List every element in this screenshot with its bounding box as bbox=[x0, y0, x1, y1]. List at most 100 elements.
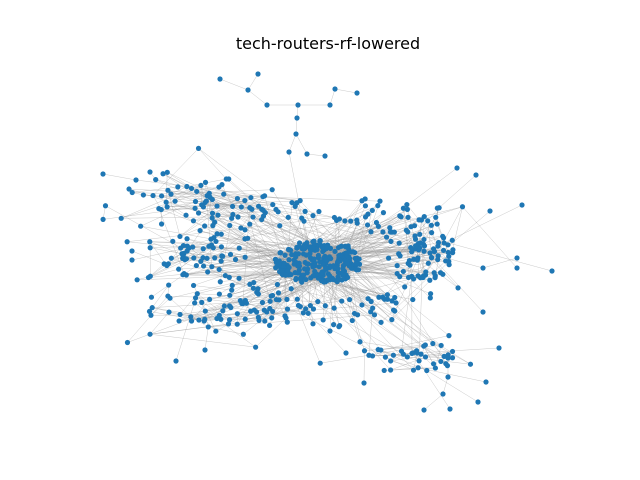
graph-node bbox=[343, 350, 349, 356]
graph-node bbox=[158, 221, 165, 227]
graph-node bbox=[218, 258, 224, 264]
graph-node bbox=[177, 233, 183, 240]
graph-node bbox=[218, 231, 224, 237]
graph-edge bbox=[356, 234, 420, 265]
graph-node bbox=[216, 291, 222, 297]
graph-edge bbox=[219, 269, 342, 302]
graph-node bbox=[322, 303, 328, 309]
graph-node bbox=[387, 229, 393, 235]
graph-node bbox=[164, 204, 170, 210]
graph-node bbox=[180, 255, 186, 262]
graph-node bbox=[202, 223, 208, 229]
graph-node bbox=[153, 177, 159, 183]
graph-node bbox=[334, 265, 341, 271]
graph-node bbox=[288, 286, 294, 292]
graph-node bbox=[248, 194, 254, 201]
graph-node bbox=[284, 296, 290, 302]
graph-node bbox=[320, 248, 326, 255]
graph-node bbox=[342, 218, 348, 224]
graph-node bbox=[303, 252, 309, 258]
graph-node bbox=[310, 306, 317, 312]
graph-node bbox=[129, 189, 135, 196]
graph-edge bbox=[202, 246, 222, 258]
graph-node bbox=[202, 316, 208, 322]
graph-node bbox=[408, 244, 414, 251]
graph-node bbox=[303, 306, 309, 312]
graph-edge bbox=[423, 393, 444, 411]
graph-node bbox=[197, 227, 203, 234]
graph-node bbox=[402, 284, 408, 290]
graph-node bbox=[213, 238, 219, 245]
graph-edge bbox=[183, 245, 281, 254]
graph-node bbox=[284, 306, 291, 312]
graph-node bbox=[394, 263, 400, 269]
graph-node bbox=[380, 229, 386, 235]
graph-node bbox=[217, 279, 223, 285]
graph-node bbox=[259, 299, 266, 306]
graph-node bbox=[294, 296, 300, 302]
graph-edge bbox=[237, 311, 267, 325]
graph-node bbox=[295, 270, 301, 276]
graph-edge bbox=[203, 265, 386, 358]
graph-edge bbox=[132, 186, 178, 193]
graph-node bbox=[238, 225, 244, 231]
graph-node bbox=[286, 257, 292, 263]
graph-node bbox=[347, 296, 353, 303]
graph-node bbox=[242, 254, 248, 260]
graph-node bbox=[250, 285, 256, 291]
graph-edge bbox=[186, 238, 222, 248]
graph-node bbox=[223, 176, 229, 182]
graph-node bbox=[445, 374, 451, 380]
graph-node bbox=[234, 321, 240, 327]
graph-node bbox=[388, 367, 394, 373]
graph-node bbox=[235, 214, 241, 220]
graph-node bbox=[292, 203, 298, 209]
graph-node bbox=[138, 223, 144, 229]
graph-node bbox=[270, 201, 276, 208]
graph-edge bbox=[240, 195, 265, 229]
graph-edge bbox=[426, 370, 479, 403]
graph-node bbox=[431, 248, 438, 255]
graph-node bbox=[352, 255, 358, 262]
graph-edge bbox=[198, 148, 264, 197]
graph-node bbox=[467, 361, 474, 367]
graph-node bbox=[242, 197, 248, 204]
graph-node bbox=[437, 270, 444, 276]
graph-node bbox=[250, 214, 256, 220]
graph-node bbox=[300, 310, 306, 316]
graph-node bbox=[417, 231, 423, 237]
graph-node bbox=[245, 87, 251, 93]
graph-node bbox=[200, 263, 207, 269]
graph-edge bbox=[150, 323, 229, 335]
graph-node bbox=[375, 347, 381, 353]
graph-edge bbox=[165, 172, 168, 203]
graph-node bbox=[297, 198, 303, 204]
graph-node bbox=[353, 266, 359, 272]
graph-edge bbox=[193, 285, 232, 291]
graph-node bbox=[384, 292, 391, 298]
graph-edge bbox=[246, 284, 278, 304]
graph-node bbox=[226, 317, 233, 323]
graph-node bbox=[196, 317, 202, 323]
graph-node bbox=[176, 266, 182, 272]
graph-node bbox=[319, 270, 325, 276]
graph-edge bbox=[351, 268, 426, 346]
graph-node bbox=[514, 255, 520, 261]
graph-edge bbox=[421, 206, 463, 221]
graph-node bbox=[234, 195, 241, 202]
graph-node bbox=[275, 290, 282, 296]
graph-edge bbox=[247, 73, 259, 91]
graph-node bbox=[382, 354, 389, 360]
graph-edge bbox=[356, 243, 400, 263]
graph-node bbox=[226, 274, 232, 280]
graph-node bbox=[304, 270, 310, 276]
graph-node bbox=[445, 355, 451, 361]
graph-node bbox=[209, 196, 215, 203]
graph-node bbox=[236, 245, 242, 251]
graph-edge bbox=[388, 257, 424, 277]
graph-node bbox=[387, 225, 393, 231]
graph-edge bbox=[431, 207, 440, 233]
graph-node bbox=[375, 223, 381, 229]
graph-node bbox=[202, 308, 208, 314]
graph-node bbox=[440, 247, 447, 253]
